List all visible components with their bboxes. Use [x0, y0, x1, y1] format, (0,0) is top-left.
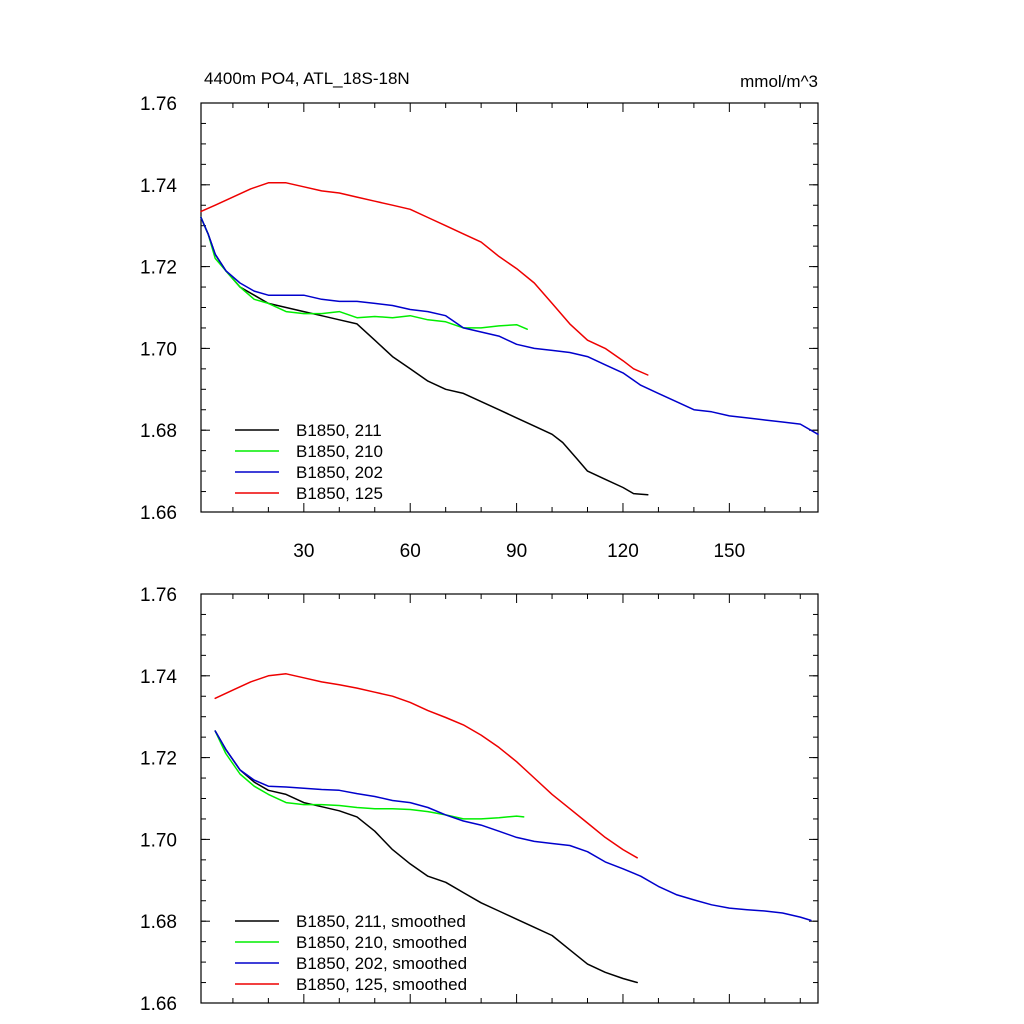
units-label: mmol/m^3 [740, 72, 818, 91]
series-line [200, 216, 528, 330]
legend-label: B1850, 211 [296, 421, 382, 440]
y-tick-label: 1.72 [140, 749, 177, 770]
x-tick-label: 150 [713, 541, 745, 562]
y-tick-label: 1.74 [140, 176, 177, 197]
y-tick-labels: 1.66 1.68 1.70 1.72 1.74 1.76 [140, 585, 177, 1015]
y-tick-label: 1.70 [140, 339, 177, 360]
legend: B1850, 211, smoothed B1850, 210, smoothed… [235, 912, 467, 994]
x-tick-labels: 30 60 90 120 150 [293, 541, 745, 562]
y-tick-label: 1.76 [140, 94, 177, 115]
plot-frame [200, 102, 819, 513]
series-lines [214, 673, 812, 984]
x-tick-label: 90 [506, 541, 527, 562]
legend-label: B1850, 125 [296, 484, 383, 503]
legend-label: B1850, 202, smoothed [296, 954, 467, 973]
legend-label: B1850, 210 [296, 442, 383, 461]
y-tick-label: 1.70 [140, 830, 177, 851]
tick-group [201, 593, 818, 1004]
series-lines [200, 182, 819, 496]
tick-group [201, 102, 818, 513]
y-tick-label: 1.74 [140, 667, 177, 688]
y-tick-label: 1.68 [140, 421, 177, 442]
y-tick-labels: 1.66 1.68 1.70 1.72 1.74 1.76 [140, 94, 177, 524]
legend-label: B1850, 125, smoothed [296, 975, 467, 994]
series-line [200, 182, 649, 376]
series-line [200, 216, 819, 436]
series-line [214, 730, 638, 984]
chart-title: 4400m PO4, ATL_18S-18N [204, 69, 410, 88]
y-tick-label: 1.68 [140, 912, 177, 933]
y-tick-label: 1.72 [140, 258, 177, 279]
legend-label: B1850, 211, smoothed [296, 912, 466, 931]
legend: B1850, 211 B1850, 210 B1850, 202 B1850, 125 [235, 421, 383, 503]
series-line [200, 216, 649, 496]
y-tick-label: 1.66 [140, 994, 177, 1015]
series-line [214, 730, 525, 820]
legend-label: B1850, 202 [296, 463, 383, 482]
x-tick-label: 60 [400, 541, 421, 562]
panel-top: 4400m PO4, ATL_18S-18N mmol/m^3 1.66 1.68… [140, 69, 819, 562]
y-tick-label: 1.66 [140, 503, 177, 524]
series-line [214, 673, 638, 859]
x-tick-label: 30 [293, 541, 314, 562]
x-tick-label: 120 [607, 541, 639, 562]
panel-bottom: 1.66 1.68 1.70 1.72 1.74 1.76 B1850, 211, smo… [140, 585, 819, 1015]
y-tick-label: 1.76 [140, 585, 177, 606]
series-line [214, 730, 812, 922]
legend-label: B1850, 210, smoothed [296, 933, 467, 952]
